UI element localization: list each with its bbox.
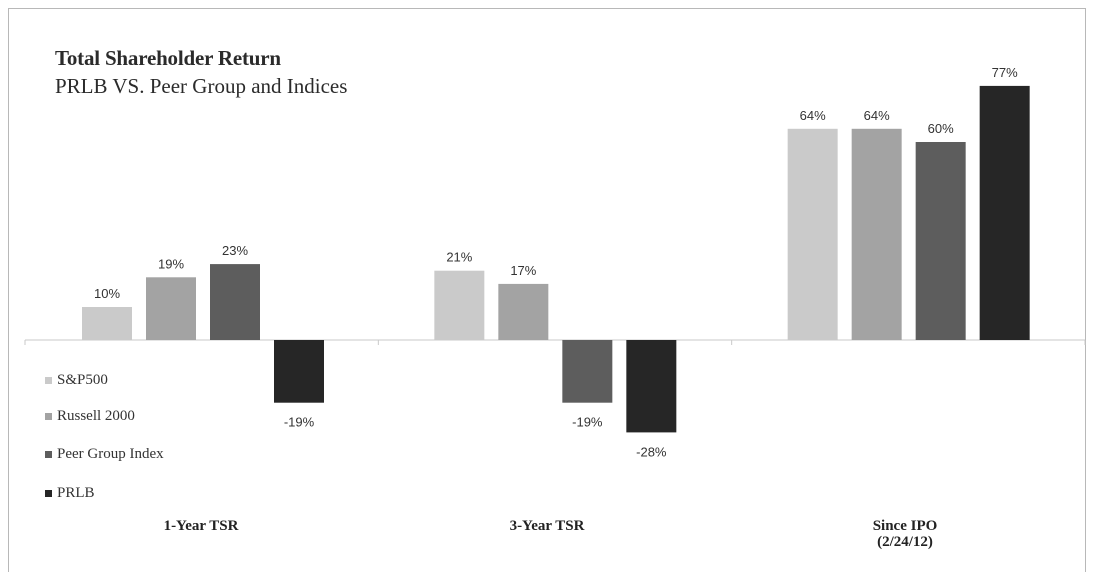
bar-peer-group-index-1 (562, 340, 613, 403)
legend-swatch (45, 412, 52, 420)
data-label: 64% (800, 108, 826, 123)
chart-subtitle: PRLB VS. Peer Group and Indices (55, 74, 348, 98)
data-label: 19% (158, 256, 184, 271)
bar-russell-2000-0 (146, 277, 196, 340)
data-label: 17% (510, 263, 536, 278)
category-label-line: Since IPO (872, 518, 938, 534)
category-label: Since IPO (2/24/12) (815, 518, 995, 550)
bar-prlb-1 (626, 340, 677, 433)
legend-swatch (45, 450, 52, 458)
legend-label: Peer Group Index (57, 445, 164, 462)
data-label: -19% (284, 415, 315, 430)
category-label: 3-Year TSR (457, 518, 637, 534)
bar-russell-2000-2 (851, 128, 902, 340)
legend-item: Peer Group Index (45, 445, 164, 463)
legend-label: Russell 2000 (57, 407, 135, 424)
chart-title: Total Shareholder Return (55, 46, 281, 70)
legend-item: PRLB (45, 484, 95, 502)
category-label-line: (2/24/12) (877, 534, 933, 550)
category-label-line: 1-Year TSR (163, 518, 239, 534)
bar-prlb-2 (979, 85, 1030, 341)
legend-swatch (45, 489, 52, 497)
data-label: 23% (222, 243, 248, 258)
data-label: 77% (992, 65, 1018, 80)
category-label-line: 3-Year TSR (509, 518, 585, 534)
data-label: 21% (446, 250, 472, 265)
data-label: 64% (864, 108, 890, 123)
data-label: -19% (572, 415, 603, 430)
bar-s-p500-0 (82, 307, 132, 340)
category-label: 1-Year TSR (111, 518, 291, 534)
data-label: -28% (636, 444, 667, 459)
bar-s-p500-2 (787, 128, 838, 340)
legend-label: S&P500 (57, 371, 108, 388)
bar-prlb-0 (274, 340, 324, 403)
bar-peer-group-index-0 (210, 264, 260, 340)
data-label: 10% (94, 286, 120, 301)
legend-swatch (45, 376, 52, 384)
legend-label: PRLB (57, 484, 95, 501)
legend-item: S&P500 (45, 371, 108, 389)
legend-item: Russell 2000 (45, 407, 135, 425)
bar-peer-group-index-2 (915, 142, 966, 340)
bar-russell-2000-1 (498, 283, 549, 340)
bar-s-p500-1 (434, 270, 485, 340)
data-label: 60% (928, 121, 954, 136)
